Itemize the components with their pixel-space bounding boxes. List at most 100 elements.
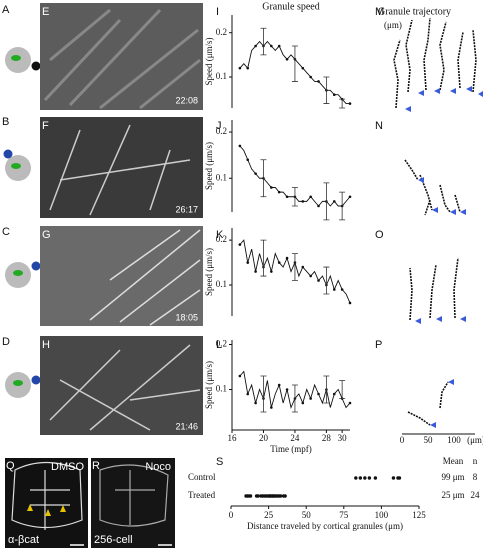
schematics (3, 47, 41, 398)
cell: 8 (473, 472, 478, 482)
x-tick-label: 100 (375, 510, 389, 520)
x-axis-label: Time (mpf) (270, 444, 311, 454)
error-bar (323, 266, 330, 295)
speed-point (277, 261, 281, 264)
micrographs (5, 3, 203, 548)
x-tick-label: 75 (339, 510, 349, 520)
panel-label: G (42, 229, 51, 241)
speed-point (246, 261, 250, 264)
header: Mean (443, 456, 464, 466)
panel-label: R (92, 460, 100, 472)
speed-point (254, 44, 257, 48)
condition: DMSO (51, 461, 84, 473)
speed-point (309, 397, 312, 400)
speed-point (332, 392, 336, 396)
speed-point (246, 158, 250, 162)
y-tick-label: 0.1 (216, 71, 227, 81)
x-tick-label: 50 (302, 510, 312, 520)
speed-point (254, 172, 257, 175)
x-tick-label: 24 (290, 433, 300, 443)
error-bar (291, 187, 298, 207)
speed-point (340, 288, 344, 291)
x-tick-label: 16 (228, 433, 238, 443)
timestamp: 21:46 (175, 421, 198, 431)
error-bar (260, 27, 267, 56)
x-tick-label: 50 (424, 435, 434, 445)
panel-label: L (216, 339, 222, 351)
trajectory-title: Granule trajectory (378, 6, 451, 17)
error-bar (291, 45, 298, 82)
distance-dot (358, 476, 363, 480)
error-bar (291, 384, 298, 413)
stage-label: 256-cell (94, 534, 133, 546)
error-bar (323, 76, 330, 104)
speed-point (301, 265, 305, 269)
trajectories: Granule trajectory (μm) 0 50 100 (μm) (378, 6, 483, 445)
distance-dot (248, 494, 253, 498)
y-tick-label: 0.1 (216, 279, 227, 289)
x-axis-label: Distance traveled by cortical granules (… (247, 521, 403, 531)
timestamp: 22:08 (175, 95, 198, 105)
unit-label: (μm) (384, 20, 402, 30)
speed-point (285, 388, 289, 391)
category-label: Control (188, 472, 216, 482)
speed-point (332, 288, 336, 291)
speed-point (309, 195, 312, 199)
speed-point (332, 93, 336, 97)
speed-point (238, 66, 242, 70)
x-tick-label: 125 (412, 510, 426, 520)
y-tick-label: 0.2 (216, 126, 227, 136)
timestamp: 18:05 (175, 312, 198, 322)
y-axis-label: Speed (μm/s) (204, 142, 214, 190)
error-bar (291, 253, 298, 281)
distance-dot (397, 476, 402, 480)
error-bar (339, 191, 346, 221)
speed-point (317, 392, 320, 396)
speed-point (238, 374, 242, 378)
speed-point (277, 190, 281, 194)
y-tick-label: 0.2 (216, 339, 227, 349)
speed-point (348, 195, 352, 199)
x-tick-label: 28 (322, 433, 332, 443)
panel-label: M (375, 6, 384, 18)
cell: 99 μm (441, 472, 464, 482)
speed-point (309, 75, 312, 79)
error-bar (323, 375, 330, 404)
panel-label: F (42, 120, 49, 132)
chart-title: Granule speed (262, 1, 319, 12)
y-axis-label: Speed (μm/s) (204, 361, 214, 409)
speed-point (254, 270, 257, 273)
panel-label: K (216, 229, 224, 241)
speed-point (270, 186, 273, 189)
y-tick-label: 0.1 (216, 384, 227, 394)
panel-label: E (42, 6, 49, 18)
speed-point (301, 66, 305, 70)
panel-label: S (216, 456, 223, 468)
stain-label: α-βcat (8, 534, 39, 546)
y-axis-label: Speed (μm/s) (204, 248, 214, 296)
speed-point (270, 406, 273, 409)
x-tick-label: 20 (259, 433, 269, 443)
distance-dot (256, 494, 260, 498)
error-bar (260, 239, 267, 277)
micrograph-text: 22:08 26:17 18:05 21:46 DMSO Noco α-βcat… (8, 95, 198, 546)
speed-point (270, 270, 273, 273)
speed-point (246, 392, 250, 396)
speed-point (277, 383, 281, 387)
x-tick-label: 0 (400, 435, 405, 445)
panel-label: J (216, 120, 222, 132)
distance-dot (354, 476, 358, 480)
speed-point (301, 200, 305, 203)
distance-dot (373, 476, 378, 480)
panel-label: Q (6, 460, 15, 472)
speed-point (238, 144, 242, 148)
error-bar (323, 182, 330, 221)
x-tick-label: 30 (338, 433, 348, 443)
panel-label: D (2, 336, 10, 348)
speed-point (285, 195, 289, 199)
distance-dot (367, 476, 372, 480)
speed-point (285, 256, 289, 260)
category-label: Treated (188, 490, 216, 500)
panel-label: B (2, 116, 9, 128)
